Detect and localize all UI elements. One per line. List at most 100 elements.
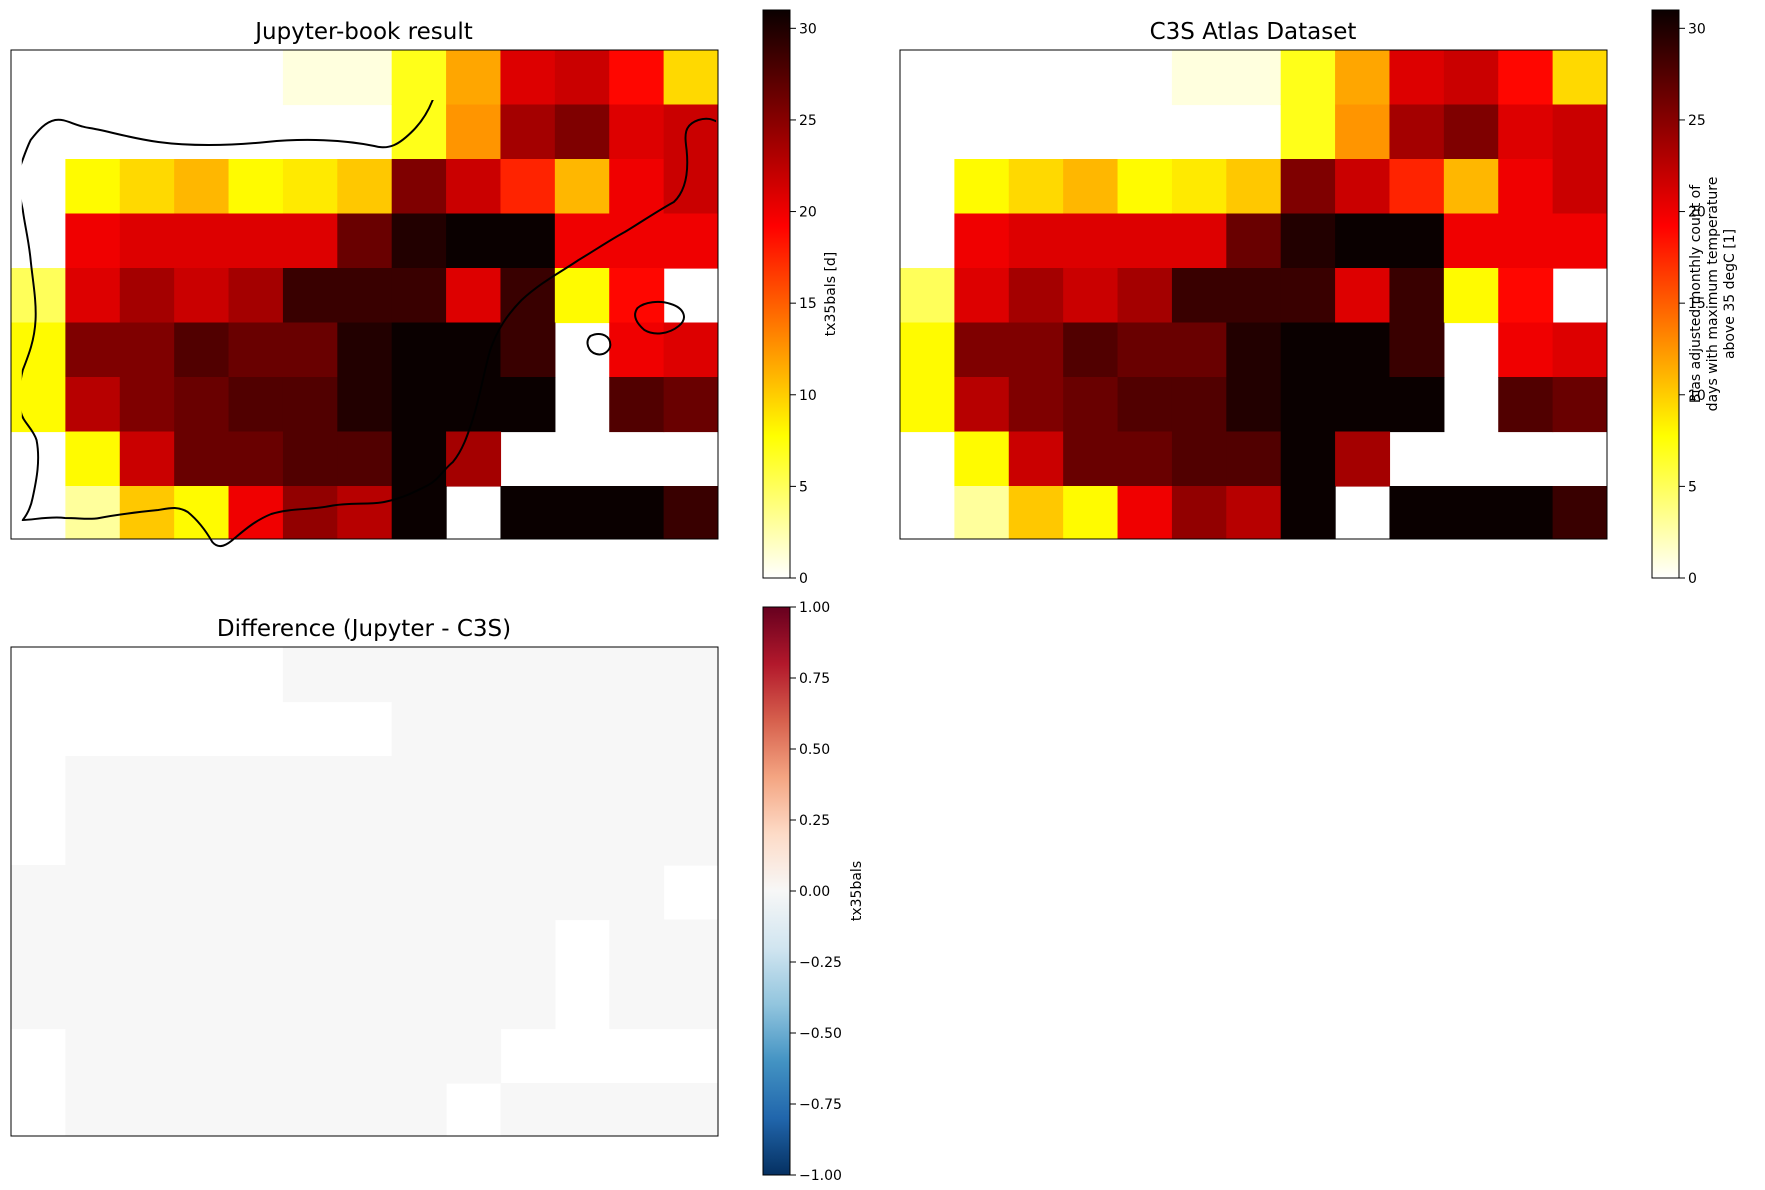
colorbar-tick-label: 25	[1688, 113, 1706, 129]
heatmap-cell	[609, 486, 665, 539]
heatmap-cell	[446, 865, 502, 921]
heatmap-cell	[391, 974, 447, 1030]
heatmap-cell	[1117, 268, 1173, 324]
heatmap-cell	[1171, 377, 1227, 433]
heatmap-cell	[391, 1028, 447, 1084]
heatmap-cell	[954, 431, 1010, 487]
heatmap-cell	[1226, 322, 1282, 378]
heatmap-cell	[446, 756, 502, 812]
heatmap-cell	[446, 268, 502, 324]
heatmap-cell	[337, 268, 393, 324]
heatmap-cell	[174, 810, 230, 866]
heatmap-cell	[1008, 431, 1064, 487]
heatmap-cell	[337, 431, 393, 487]
heatmap-cell	[1389, 322, 1445, 378]
panel-title: Difference (Jupyter - C3S)	[217, 616, 511, 642]
heatmap-cell	[1172, 541, 1227, 596]
heatmap-cell	[282, 1083, 338, 1136]
heatmap-cell	[228, 865, 284, 921]
colorbar-tick-label: −0.25	[799, 955, 842, 971]
heatmap-cell	[1063, 377, 1119, 433]
heatmap-cell	[554, 104, 610, 160]
heatmap-cell	[391, 377, 447, 433]
heatmap-cell	[391, 431, 447, 487]
heatmap-cell	[1498, 50, 1554, 106]
colorbar-tick-label: 15	[799, 296, 817, 312]
heatmap-cell	[1171, 159, 1227, 215]
heatmap-cell	[119, 919, 175, 975]
heatmap-cell	[1498, 104, 1554, 160]
heatmap-cell	[1552, 377, 1607, 433]
colorbar-tick-label: 0	[799, 571, 808, 587]
heatmap-cell	[1280, 322, 1336, 378]
heatmap-cell	[446, 377, 502, 433]
map-frame	[899, 49, 1608, 540]
heatmap-cell	[663, 810, 718, 866]
heatmap-cell	[554, 756, 610, 812]
heatmap-cell	[1226, 268, 1282, 324]
heatmap-cell	[446, 647, 502, 703]
heatmap-cell	[174, 756, 230, 812]
heatmap-cell	[337, 974, 393, 1030]
heatmap-cell	[337, 213, 393, 269]
heatmap-cell	[500, 159, 556, 215]
heatmap-cell	[500, 50, 556, 106]
heatmap-cell	[1008, 377, 1064, 433]
heatmap-cell	[120, 1138, 175, 1190]
heatmap-cell	[282, 322, 338, 378]
heatmap-cell	[65, 159, 121, 215]
heatmap-cell	[900, 268, 955, 324]
colorbar-tick-label: 20	[1688, 205, 1706, 221]
heatmap-cell	[282, 756, 338, 812]
heatmap-cell	[1117, 213, 1173, 269]
colorbar-tick-label: 0.75	[799, 671, 830, 687]
heatmap-cell	[1552, 213, 1607, 269]
heatmap-cell	[663, 974, 718, 1030]
heatmap-cell	[65, 810, 121, 866]
heatmap-cell	[1498, 322, 1554, 378]
heatmap-cell	[1389, 377, 1445, 433]
heatmap-cell	[1280, 104, 1336, 160]
heatmap-cell	[119, 431, 175, 487]
heatmap-cell	[609, 268, 665, 324]
heatmap-cell	[391, 159, 447, 215]
heatmap-cell	[555, 1138, 610, 1190]
colorbar-tick-label: 0.00	[799, 884, 830, 900]
heatmap-cell	[609, 213, 665, 269]
heatmap-cell	[119, 268, 175, 324]
heatmap-cell	[337, 810, 393, 866]
colorbar-tick-label: 0	[1688, 571, 1697, 587]
heatmap-cell	[954, 322, 1010, 378]
heatmap-cell	[1443, 268, 1499, 324]
colorbar-label-line: above 35 degC [1]	[1722, 229, 1738, 359]
heatmap-cell	[609, 701, 665, 757]
heatmap-cell	[391, 50, 447, 106]
colorbar-tick-label: 0.25	[799, 813, 830, 829]
heatmap-cell	[337, 486, 393, 539]
heatmap-cell	[391, 104, 447, 160]
heatmap-cell	[554, 647, 610, 703]
heatmap-cell	[609, 1138, 664, 1190]
colorbar-tick-label: 5	[1688, 479, 1697, 495]
heatmap-cell	[282, 213, 338, 269]
colorbar-label-line: Bias adjusted monthly count of	[1688, 184, 1704, 403]
heatmap-cell	[554, 1083, 610, 1136]
heatmap-cell	[65, 377, 121, 433]
heatmap-cell	[1498, 159, 1554, 215]
heatmap-cell	[1552, 159, 1607, 215]
heatmap-cell	[554, 50, 610, 106]
heatmap-cell	[174, 1028, 230, 1084]
heatmap-cell	[1498, 377, 1554, 433]
heatmap-cell	[554, 213, 610, 269]
colorbar-label-line: days with maximum temperature	[1705, 177, 1721, 412]
heatmap-cell	[337, 50, 393, 106]
heatmap-cell	[1389, 541, 1444, 596]
heatmap-cell	[500, 541, 555, 596]
heatmap-cell	[555, 541, 610, 596]
heatmap-cell	[663, 919, 718, 975]
heatmap-cell	[500, 377, 556, 433]
heatmap-cell	[1443, 213, 1499, 269]
heatmap-cell	[337, 1138, 392, 1190]
colorbar-tick-label: 10	[1688, 388, 1706, 404]
heatmap-cell	[11, 919, 66, 975]
